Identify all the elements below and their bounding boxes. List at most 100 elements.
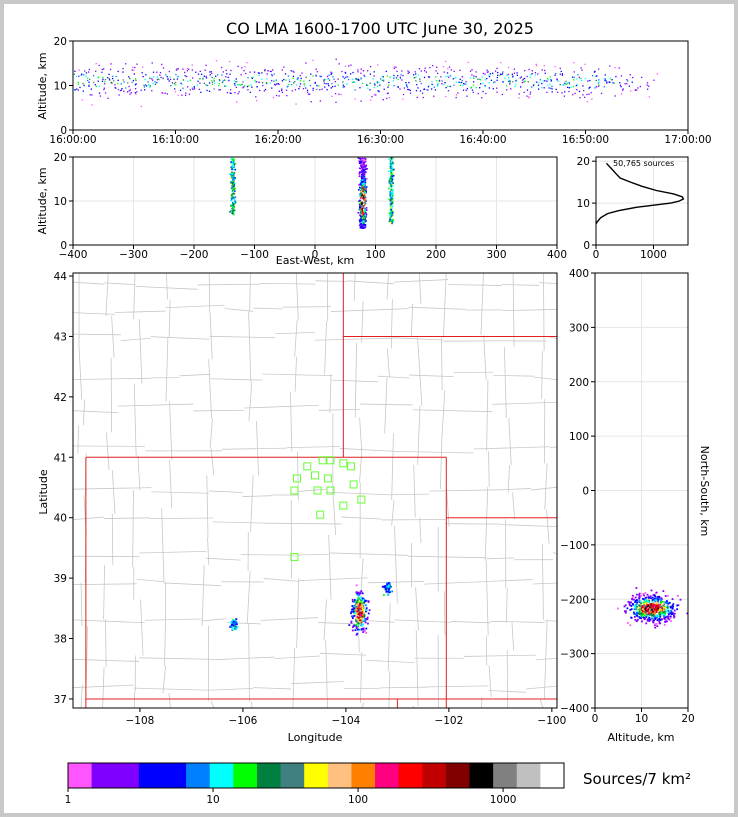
time-density-mark (192, 77, 194, 79)
county-line (484, 486, 489, 562)
ns-density-mark (617, 607, 620, 610)
time-density-mark (241, 83, 243, 86)
time-density-mark (180, 82, 182, 85)
ew-density-mark (362, 176, 364, 178)
county-line (546, 509, 550, 545)
time-density-mark (327, 83, 329, 85)
ew-density-mark (361, 205, 364, 208)
ew-density-mark (230, 181, 232, 183)
ns-density-mark (649, 611, 652, 613)
time-density-mark (130, 92, 132, 94)
time-density-mark (319, 75, 321, 77)
ew-density-mark (364, 198, 366, 201)
time-density-mark (383, 88, 385, 90)
ns-density-mark (633, 615, 636, 618)
ew-density-mark (234, 168, 237, 171)
time-density-mark (332, 76, 334, 78)
county-line (166, 272, 168, 300)
time-density-mark (501, 72, 504, 75)
ew-density-mark (363, 186, 366, 188)
time-density-mark (281, 88, 283, 90)
county-line (543, 272, 545, 351)
plan-density-mark (234, 627, 236, 630)
time-density-mark (565, 80, 567, 83)
time-density-mark (344, 65, 347, 67)
ns-density-mark (646, 605, 649, 608)
plan-y-tick-label: 39 (54, 573, 67, 585)
ew-density-mark (363, 170, 366, 173)
ew-density-mark (359, 196, 362, 198)
time-density-mark (561, 73, 564, 75)
time-density-mark (284, 73, 287, 75)
plan-density-mark (362, 599, 365, 602)
time-density-mark (546, 91, 548, 94)
time-density-mark (465, 89, 467, 92)
altitude-eastwest-density (73, 157, 557, 245)
county-line (330, 308, 409, 312)
ns-density-mark (645, 596, 648, 599)
time-density-mark (484, 73, 486, 75)
ns-density-mark (635, 604, 637, 606)
time-density-mark (604, 79, 606, 82)
ew-density-mark (359, 193, 361, 196)
ew-density-mark (364, 214, 367, 217)
time-density-mark (91, 94, 93, 96)
ew-density-mark (389, 176, 392, 178)
county-line (296, 578, 300, 649)
ns-density-mark (640, 607, 643, 609)
ew-density-mark (361, 182, 363, 185)
plan-density-mark (232, 624, 235, 627)
time-density-mark (270, 70, 272, 73)
time-density-mark (496, 87, 498, 89)
time-density-mark (325, 78, 327, 81)
time-density-mark (158, 78, 160, 81)
time-density-mark (360, 72, 362, 74)
time-density-mark (528, 97, 530, 99)
lma-station-marker (290, 486, 299, 495)
time-density-mark (445, 86, 447, 89)
county-line (360, 652, 363, 703)
time-density-mark (226, 92, 229, 94)
county-line (80, 684, 83, 709)
county-line (485, 560, 489, 636)
time-density-mark (117, 88, 120, 91)
time-density-mark (442, 66, 445, 68)
ew-density-mark (359, 226, 362, 229)
plan-density-mark (386, 583, 389, 586)
county-line (282, 306, 332, 308)
time-density-mark (608, 81, 610, 83)
time-density-mark (586, 93, 588, 96)
time-density-mark (92, 75, 95, 77)
time-density-mark (542, 80, 544, 82)
time-density-mark (543, 87, 545, 89)
ew-density-mark (232, 208, 234, 211)
county-line (82, 399, 86, 426)
ns-density-mark (636, 610, 639, 613)
time-density-mark (469, 77, 472, 79)
plan-density-mark (361, 597, 364, 600)
time-density-mark (220, 66, 223, 69)
time-density-mark (162, 77, 164, 80)
time-density-mark (117, 79, 119, 81)
plan-density-mark (350, 621, 353, 624)
time-density-mark (243, 86, 245, 88)
time-density-mark (364, 75, 366, 78)
county-line (169, 460, 173, 509)
ew-density-mark (231, 195, 234, 198)
ew-density-mark (231, 173, 234, 175)
plan-density-mark (361, 592, 364, 595)
lma-station-marker (316, 510, 325, 519)
ew-density-mark (392, 201, 394, 203)
ns-density-mark (657, 599, 660, 602)
county-line (532, 582, 558, 585)
time-density-mark (107, 97, 109, 99)
county-line (105, 619, 107, 668)
plan-density-mark (389, 586, 391, 588)
ns-density-mark (648, 604, 651, 607)
time-density-mark (471, 74, 473, 76)
time-density-mark (369, 73, 372, 75)
ew-density-mark (363, 196, 366, 198)
county-line (72, 312, 115, 315)
figure-title: CO LMA 1600-1700 UTC June 30, 2025 (226, 19, 534, 38)
ew-density-mark (388, 180, 391, 182)
